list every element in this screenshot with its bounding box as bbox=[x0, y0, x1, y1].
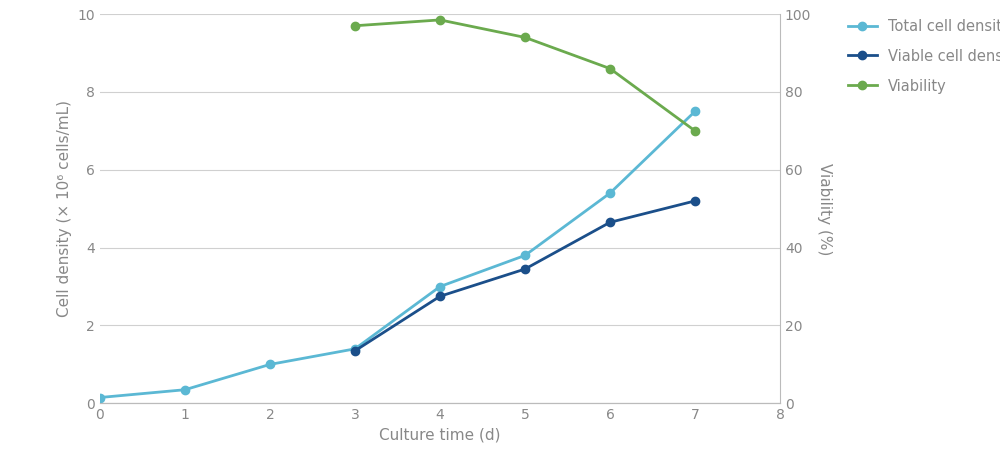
Viable cell density bbox=[519, 266, 531, 272]
Line: Total cell density: Total cell density bbox=[96, 107, 699, 401]
Total cell density bbox=[94, 395, 106, 401]
Total cell density bbox=[689, 109, 701, 114]
Legend: Total cell density, Viable cell density, Viability: Total cell density, Viable cell density,… bbox=[842, 14, 1000, 99]
X-axis label: Culture time (d): Culture time (d) bbox=[379, 428, 501, 443]
Viability bbox=[519, 35, 531, 40]
Total cell density bbox=[604, 190, 616, 196]
Viability bbox=[604, 66, 616, 71]
Total cell density bbox=[349, 346, 361, 352]
Y-axis label: Viability (%): Viability (%) bbox=[817, 163, 832, 255]
Line: Viable cell density: Viable cell density bbox=[351, 197, 699, 355]
Viability bbox=[434, 17, 446, 23]
Line: Viability: Viability bbox=[351, 16, 699, 135]
Total cell density bbox=[264, 362, 276, 367]
Viability bbox=[689, 128, 701, 134]
Viable cell density bbox=[689, 198, 701, 204]
Total cell density bbox=[519, 253, 531, 258]
Viable cell density bbox=[349, 348, 361, 354]
Total cell density bbox=[179, 387, 191, 393]
Viable cell density bbox=[434, 294, 446, 299]
Viability bbox=[349, 23, 361, 29]
Total cell density bbox=[434, 284, 446, 289]
Y-axis label: Cell density (× 10⁶ cells/mL): Cell density (× 10⁶ cells/mL) bbox=[57, 100, 72, 317]
Viable cell density bbox=[604, 219, 616, 225]
